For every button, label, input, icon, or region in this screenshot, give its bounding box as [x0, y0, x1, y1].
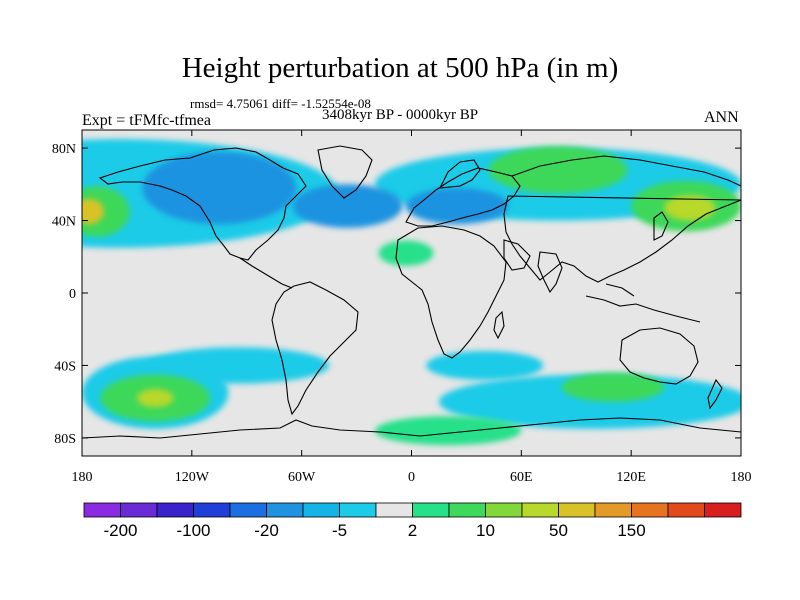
coastline-greenland [317, 145, 373, 199]
colorbar-label--200: -200 [103, 521, 137, 540]
x-tick-label-0: 180 [72, 470, 93, 485]
colorbar-swatch-8 [375, 502, 413, 518]
contour-region-green-north-pacific [82, 186, 130, 237]
coastline-north-america [98, 147, 307, 261]
y-tick-label-80N: 80N [52, 142, 76, 157]
coastline-madagascar [493, 310, 505, 340]
x-tick-label-5: 120E [616, 470, 646, 485]
colorbar-swatch-10 [448, 502, 486, 518]
contour-region-blue-north-america [142, 151, 297, 225]
coastline-japan [653, 211, 669, 241]
colorbar-swatch-3 [193, 502, 231, 518]
y-tick-label-40S: 40S [54, 359, 76, 374]
colorbar-label-150: 150 [617, 521, 645, 540]
season-label: ANN [704, 109, 739, 126]
x-tick-label-6: 180 [731, 470, 752, 485]
coastline-europe [405, 167, 521, 227]
contour-fill-layer [82, 139, 741, 446]
coastline-india [537, 251, 563, 294]
coastline-australia [619, 327, 699, 385]
colorbar-label--5: -5 [332, 521, 347, 540]
coastline-arabia [503, 239, 531, 271]
contour-region-green-sahara [378, 240, 434, 266]
x-tick-label-3: 0 [408, 470, 415, 485]
colorbar-swatch-2 [156, 502, 194, 518]
colorbar-swatch-15 [631, 502, 669, 518]
contour-region-yellow-east-asia [664, 195, 716, 221]
y-tick-label-0: 0 [69, 287, 76, 302]
colorbar-swatch-13 [558, 502, 596, 518]
experiment-label: Expt = tFMfc-tfmea [82, 112, 211, 129]
x-tick-label-4: 60E [510, 470, 533, 485]
colorbar-label-10: 10 [476, 521, 495, 540]
x-tick-label-2: 60W [288, 470, 316, 485]
y-tick-label-80S: 80S [54, 432, 76, 447]
y-tick-label-40N: 40N [52, 215, 76, 230]
contour-region-blue-atlantic [292, 184, 403, 228]
colorbar-swatch-9 [412, 502, 450, 518]
contour-region-blue-europe [406, 187, 509, 225]
coastline-south-america [271, 281, 359, 416]
colorbar-swatch-0 [83, 502, 121, 518]
contour-region-green-antarctic-band [374, 416, 522, 446]
contour-region-orange-north-pacific [82, 198, 104, 225]
rmsd-diff-stats: rmsd= 4.75061 diff= -1.52554e-08 [190, 96, 371, 111]
colorbar-swatch-1 [120, 502, 158, 518]
map-title: Height perturbation at 500 hPa (in m) [181, 52, 619, 84]
coastline-new-zealand [707, 378, 723, 410]
colorbar-swatch-6 [302, 502, 340, 518]
colorbar-swatch-7 [339, 502, 377, 518]
colorbar-label--20: -20 [254, 521, 279, 540]
contour-region-yellow-south-pacific [136, 388, 174, 408]
colorbar-swatch-5 [266, 502, 304, 518]
colorbar-swatch-12 [521, 502, 559, 518]
x-axis: 180 120W 60W 0 60E 120E 180 [72, 130, 752, 485]
coastline-indonesia [585, 283, 701, 323]
colorbar-label-50: 50 [549, 521, 568, 540]
colorbar-swatch-11 [485, 502, 523, 518]
time-period-label: 3408kyr BP - 0000kyr BP [322, 107, 479, 123]
contour-region-cyan-south-indian [426, 350, 544, 380]
coastline-africa [395, 225, 507, 359]
colorbar-swatch-14 [594, 502, 632, 518]
coastline-scandinavia [439, 159, 481, 189]
coastline-antarctica [82, 417, 741, 439]
contour-region-cyan-southern-ocean [439, 374, 741, 429]
coastline-asia [503, 155, 741, 283]
colorbar: -200 -100 -20 -5 2 10 50 150 [83, 502, 742, 540]
coastline-layer [82, 145, 741, 439]
coastline-central-america [239, 257, 293, 289]
colorbar-swatch-16 [667, 502, 705, 518]
colorbar-label-2: 2 [408, 521, 417, 540]
colorbar-swatch-17 [704, 502, 742, 518]
x-tick-label-1: 120W [175, 470, 210, 485]
contour-region-green-australia-south [561, 372, 665, 402]
colorbar-label--100: -100 [176, 521, 210, 540]
contour-region-green-siberia [488, 146, 628, 194]
colorbar-swatch-4 [229, 502, 267, 518]
y-axis: 80N 40N 0 40S 80S [52, 142, 741, 447]
